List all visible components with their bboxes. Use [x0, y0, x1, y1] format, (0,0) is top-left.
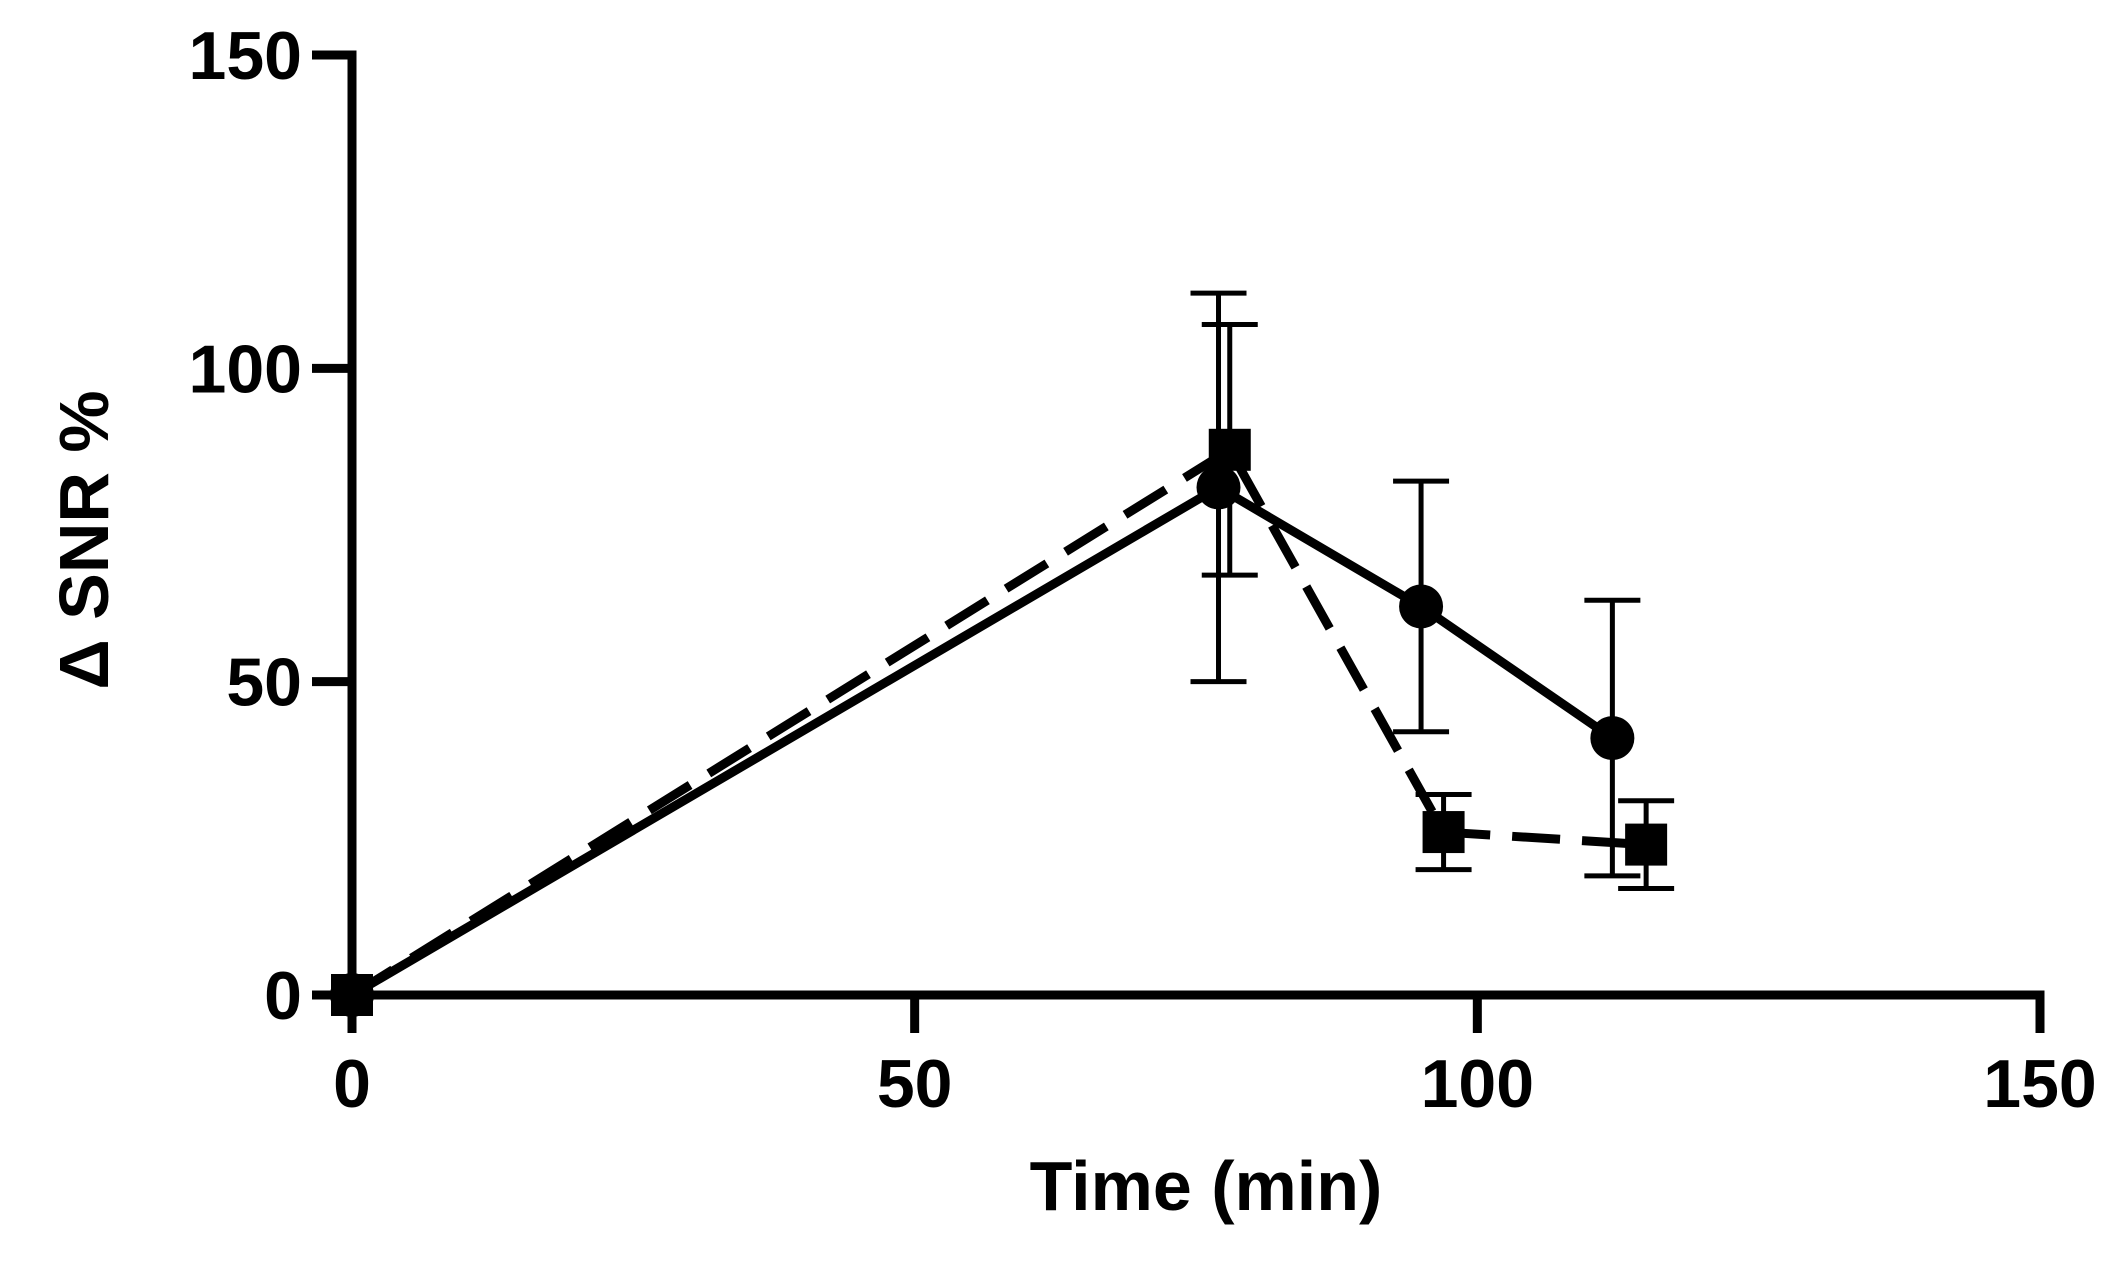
y-tick-label: 100	[189, 331, 302, 407]
series-layer	[330, 290, 1675, 1017]
data-point-square	[331, 974, 373, 1016]
y-tick-label: 50	[226, 645, 302, 721]
axes	[347, 50, 2045, 1000]
x-tick-label: 100	[1421, 1046, 1534, 1122]
x-tick-label: 50	[877, 1046, 953, 1122]
data-point-circle	[1399, 584, 1444, 629]
y-tick-label: 0	[264, 958, 302, 1034]
series-line	[349, 445, 1647, 999]
data-point-square	[1422, 811, 1465, 854]
series-2	[331, 321, 1675, 1016]
x-tick-label: 150	[1983, 1046, 2096, 1122]
y-axis-title: Δ SNR %	[45, 390, 123, 689]
data-point-square	[1625, 823, 1668, 866]
y-ticks: 0 50 100 150	[189, 18, 352, 1034]
data-point-circle	[1590, 716, 1635, 761]
x-ticks: 0 50 100 150	[333, 995, 2097, 1122]
series-1	[330, 290, 1641, 1017]
y-tick-label: 150	[189, 18, 302, 94]
x-axis-title: Time (min)	[1030, 1147, 1383, 1225]
series-line	[349, 482, 1615, 999]
data-point-circle	[1196, 465, 1241, 510]
data-point-square	[1208, 428, 1251, 471]
x-tick-label: 0	[333, 1046, 371, 1122]
